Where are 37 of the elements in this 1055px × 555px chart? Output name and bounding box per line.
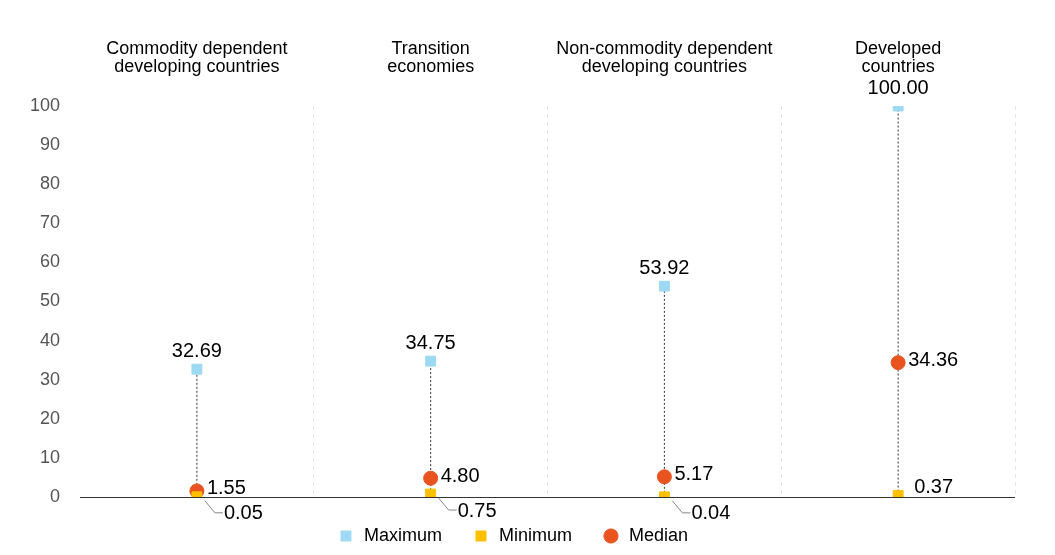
data-label: 0.05 bbox=[223, 501, 263, 524]
legend-label: Maximum bbox=[363, 524, 442, 545]
point bbox=[425, 488, 437, 497]
legend-label: Minimum bbox=[498, 524, 572, 545]
y-tick-label: 80 bbox=[40, 173, 61, 194]
data-label: 53.92 bbox=[639, 255, 690, 278]
point bbox=[658, 280, 670, 292]
data-label: 100.00 bbox=[867, 75, 929, 98]
y-tick-label: 40 bbox=[40, 329, 61, 350]
point bbox=[423, 470, 439, 486]
data-label: 0.37 bbox=[914, 475, 954, 498]
y-tick-label: 10 bbox=[40, 446, 61, 467]
y-tick-label: 100 bbox=[29, 94, 61, 115]
point bbox=[191, 363, 203, 375]
data-label: 34.36 bbox=[908, 348, 959, 371]
y-tick-label: 20 bbox=[40, 407, 61, 428]
y-tick-label: 50 bbox=[40, 290, 61, 311]
point bbox=[425, 355, 437, 367]
y-tick-label: 0 bbox=[50, 485, 61, 506]
data-label: 0.04 bbox=[691, 501, 731, 524]
y-tick-label: 90 bbox=[40, 134, 61, 155]
legend-label: Median bbox=[628, 524, 689, 545]
data-label: 34.75 bbox=[405, 330, 456, 353]
point bbox=[656, 469, 672, 485]
data-label: 32.69 bbox=[171, 338, 222, 361]
x-tick-label: Transition economies bbox=[387, 37, 475, 76]
x-tick-label: Developed countries bbox=[855, 37, 942, 76]
y-tick-label: 60 bbox=[40, 251, 61, 272]
y-tick-label: 70 bbox=[40, 212, 61, 233]
data-label: 4.80 bbox=[440, 463, 480, 486]
data-label: 1.55 bbox=[206, 476, 246, 499]
point bbox=[890, 355, 906, 371]
y-tick-label: 30 bbox=[40, 368, 61, 389]
data-label: 5.17 bbox=[674, 462, 714, 485]
data-label: 0.75 bbox=[457, 498, 497, 521]
x-tick-label: Commodity dependent developing countries bbox=[106, 37, 288, 76]
x-tick-label: Non-commodity dependent developing countries bbox=[556, 37, 773, 76]
